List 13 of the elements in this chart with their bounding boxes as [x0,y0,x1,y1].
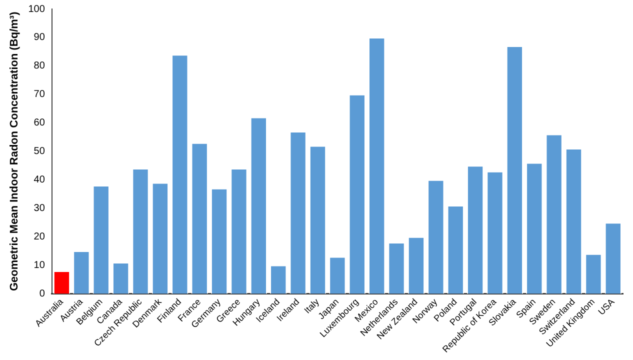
y-tick-label: 40 [34,174,46,186]
y-axis-title: Geometric Mean Indoor Radon Concentration (Bq/m³) [8,11,21,292]
y-tick-label: 70 [34,89,46,100]
y-tick-label: 90 [34,32,46,44]
y-tick-label: 60 [34,118,46,129]
y-tick-label: 20 [34,232,46,243]
y-tick-label: 0 [39,288,46,300]
y-tick-label: 100 [28,4,46,15]
x-tick-label: USA [596,296,616,317]
y-tick-label: 10 [34,260,46,272]
y-tick-label: 80 [34,60,46,72]
y-tick-label: 50 [34,146,46,158]
y-tick-label: 30 [34,203,46,214]
